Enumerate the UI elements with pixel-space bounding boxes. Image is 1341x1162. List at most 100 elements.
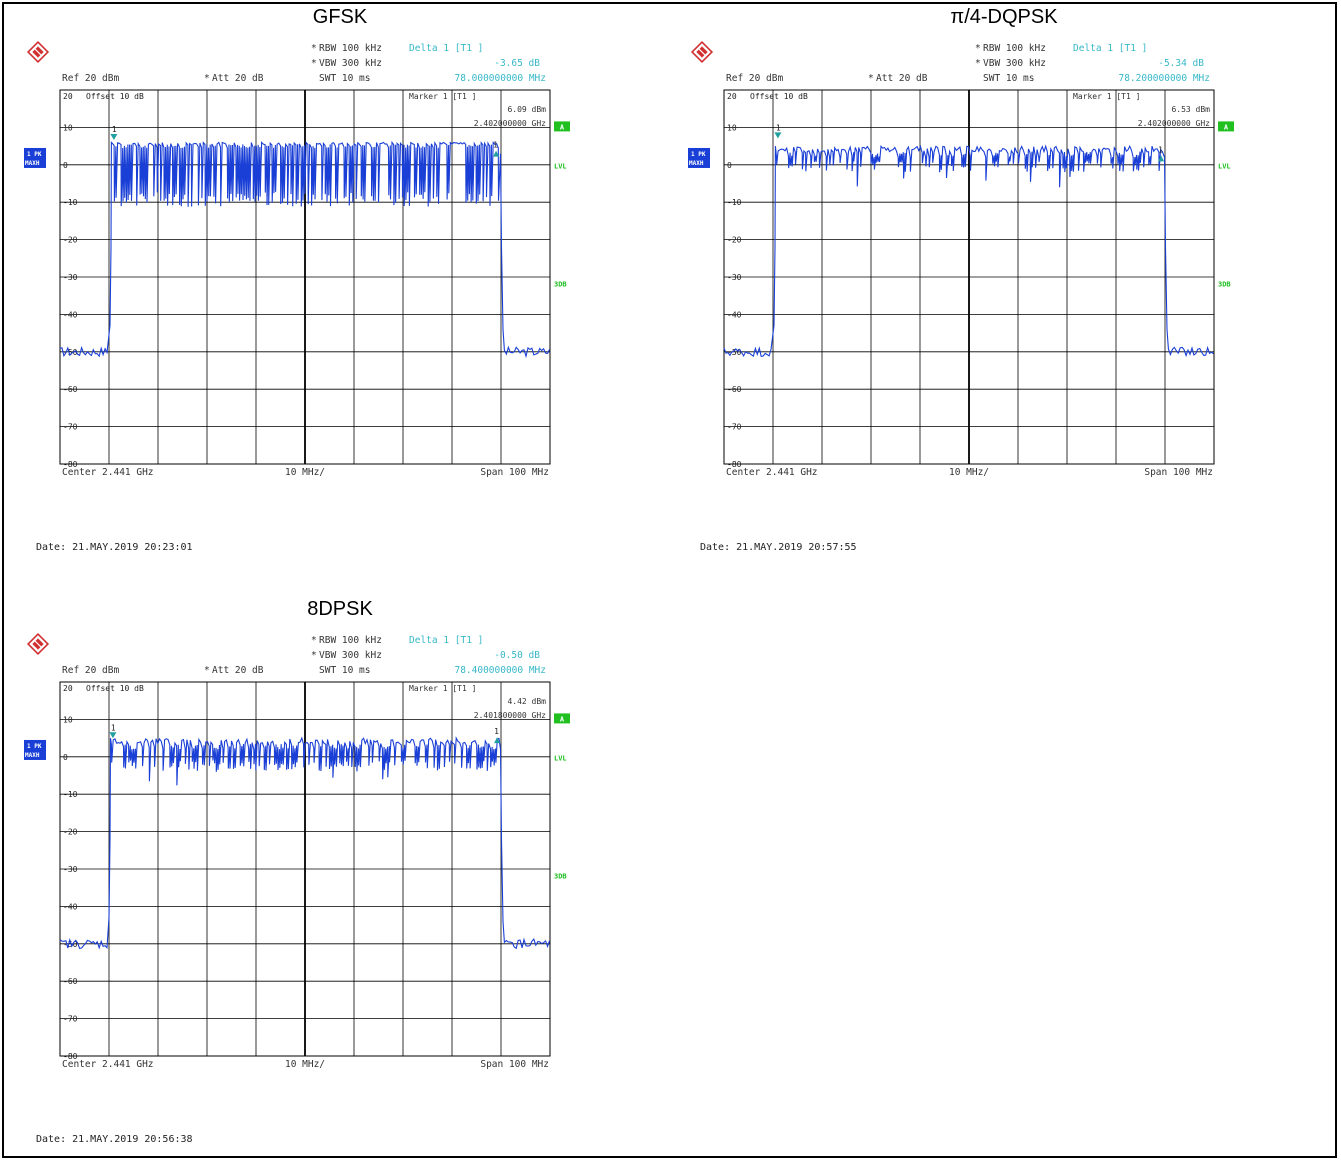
- delta-marker-value: -0.50 dB: [494, 650, 540, 661]
- rbw-setting: RBW 100 kHz: [319, 43, 382, 54]
- attenuation-setting: Att 20 dB: [212, 73, 264, 84]
- marker-value: 4.42 dBm: [507, 697, 546, 706]
- y-tick-label: -30: [63, 273, 78, 282]
- rohde-schwarz-logo-icon: [26, 40, 50, 64]
- spectrum-trace: [59, 140, 550, 359]
- frequency-per-division: 10 MHz/: [949, 467, 989, 478]
- marker-1-triangle: [109, 732, 117, 739]
- marker-value: 6.53 dBm: [1171, 105, 1210, 114]
- trace-a-indicator: [1218, 121, 1234, 132]
- delta-marker-triangle: [493, 150, 500, 157]
- delta-marker-value: -5.34 dB: [1158, 58, 1204, 69]
- trace-detector-label: MAXH: [25, 160, 40, 167]
- attenuation-setting: Att 20 dB: [876, 73, 928, 84]
- delta-marker-triangle: [494, 737, 501, 744]
- capture-date: Date: 21.MAY.2019 20:57:55: [700, 542, 857, 553]
- y-tick-label: -60: [63, 385, 78, 394]
- marker-frequency: 2.401800000 GHz: [474, 711, 546, 720]
- marker-1-triangle: [774, 132, 782, 139]
- spectrum-panel-dqpsk: π/4-DQPSK * RBW 100 kHz Delta 1 [T1 ] * VBW 3…: [664, 0, 1334, 570]
- trace-a-label: A: [1224, 123, 1229, 131]
- chart-title: GFSK: [313, 6, 368, 28]
- coupled-star-icon: *: [975, 43, 981, 54]
- y-tick-label: -20: [727, 236, 742, 245]
- frequency-span: Span 100 MHz: [1144, 467, 1213, 478]
- center-frequency: Center 2.441 GHz: [62, 467, 154, 478]
- delta-marker-frequency: 78.400000000 MHz: [454, 665, 546, 676]
- spectrum-analyzer-plot: GFSK* RBW 100 kHz Delta 1 [T1 ]* VBW 300 kH…: [24, 6, 570, 553]
- coupled-star-icon: *: [311, 635, 317, 646]
- trace-mode-box: [688, 147, 710, 168]
- y-tick-label: -70: [63, 1015, 78, 1024]
- y-tick-label: 20: [63, 92, 73, 101]
- y-tick-label: -50: [727, 348, 742, 357]
- y-tick-label: -60: [727, 385, 742, 394]
- y-tick-label: -40: [727, 310, 742, 319]
- rohde-schwarz-logo-icon: [26, 632, 50, 656]
- delta-marker-frequency: 78.000000000 MHz: [454, 73, 546, 84]
- marker-1-triangle: [110, 134, 118, 141]
- y-tick-label: -70: [63, 423, 78, 432]
- coupled-star-icon: *: [311, 58, 317, 69]
- frequency-span: Span 100 MHz: [480, 467, 549, 478]
- y-tick-label: -40: [63, 310, 78, 319]
- sweep-time-setting: SWT 10 ms: [319, 73, 370, 84]
- trace-mode-label: 1 PK: [691, 151, 706, 158]
- y-tick-label: -30: [63, 865, 78, 874]
- coupled-star-icon: *: [204, 73, 210, 84]
- delta-marker-frequency: 78.200000000 MHz: [1118, 73, 1210, 84]
- y-tick-label: 10: [63, 123, 73, 132]
- y-tick-label: -10: [63, 790, 78, 799]
- y-tick-label: -20: [63, 828, 78, 837]
- marker-label: Marker 1 [T1 ]: [409, 684, 476, 693]
- capture-date: Date: 21.MAY.2019 20:23:01: [36, 542, 193, 553]
- spectrum-analyzer-plot: π/4-DQPSK* RBW 100 kHz Delta 1 [T1 ]* VBW 3…: [688, 6, 1234, 553]
- vbw-setting: VBW 300 kHz: [319, 650, 382, 661]
- reference-level: Ref 20 dBm: [62, 73, 119, 84]
- y-tick-label: -40: [63, 902, 78, 911]
- coupled-star-icon: *: [975, 58, 981, 69]
- y-tick-label: -60: [63, 977, 78, 986]
- y-tick-label: -10: [727, 198, 742, 207]
- attenuation-setting: Att 20 dB: [212, 665, 264, 676]
- y-tick-label: 10: [727, 123, 737, 132]
- trace-mode-box: [24, 147, 46, 168]
- y-tick-label: 0: [63, 161, 68, 170]
- marker-1-number: 1: [112, 125, 117, 134]
- offset-label: Offset 10 dB: [86, 684, 144, 693]
- y-tick-label: -50: [63, 940, 78, 949]
- y-tick-label: 10: [63, 715, 73, 724]
- delta-marker-triangle: [1158, 155, 1165, 162]
- trace-a-label: A: [560, 123, 565, 131]
- spectrum-panel-8dpsk: 8DPSK * RBW 100 kHz Delta 1 [T1 ] * VBW 300 k…: [0, 592, 670, 1162]
- chart-title: π/4-DQPSK: [950, 6, 1058, 28]
- spectrum-trace: [59, 736, 551, 950]
- capture-date: Date: 21.MAY.2019 20:56:38: [36, 1134, 193, 1145]
- offset-label: Offset 10 dB: [86, 92, 144, 101]
- sweep-time-setting: SWT 10 ms: [319, 665, 370, 676]
- marker-1-number: 1: [111, 723, 116, 732]
- frequency-per-division: 10 MHz/: [285, 467, 325, 478]
- y-tick-label: 20: [63, 684, 73, 693]
- frequency-span: Span 100 MHz: [480, 1059, 549, 1070]
- spectrum-trace: [723, 144, 1214, 358]
- trace-a-label: A: [560, 715, 565, 723]
- trace-detector-label: MAXH: [25, 752, 40, 759]
- y-tick-label: -80: [63, 1052, 78, 1061]
- delta-marker-label: Delta 1 [T1 ]: [1073, 43, 1147, 54]
- y-tick-label: 0: [63, 753, 68, 762]
- marker-value: 6.09 dBm: [507, 105, 546, 114]
- y-tick-label: -30: [727, 273, 742, 282]
- marker-frequency: 2.402000000 GHz: [1138, 119, 1210, 128]
- coupled-star-icon: *: [311, 43, 317, 54]
- reference-level: Ref 20 dBm: [726, 73, 783, 84]
- y-tick-label: -20: [63, 236, 78, 245]
- coupled-star-icon: *: [204, 665, 210, 676]
- delta-marker-number: 1: [493, 141, 498, 150]
- marker-label: Marker 1 [T1 ]: [1073, 92, 1140, 101]
- y-tick-label: -50: [63, 348, 78, 357]
- offset-label: Offset 10 dB: [750, 92, 808, 101]
- three-db-indicator: 3DB: [1218, 280, 1231, 288]
- vbw-setting: VBW 300 kHz: [319, 58, 382, 69]
